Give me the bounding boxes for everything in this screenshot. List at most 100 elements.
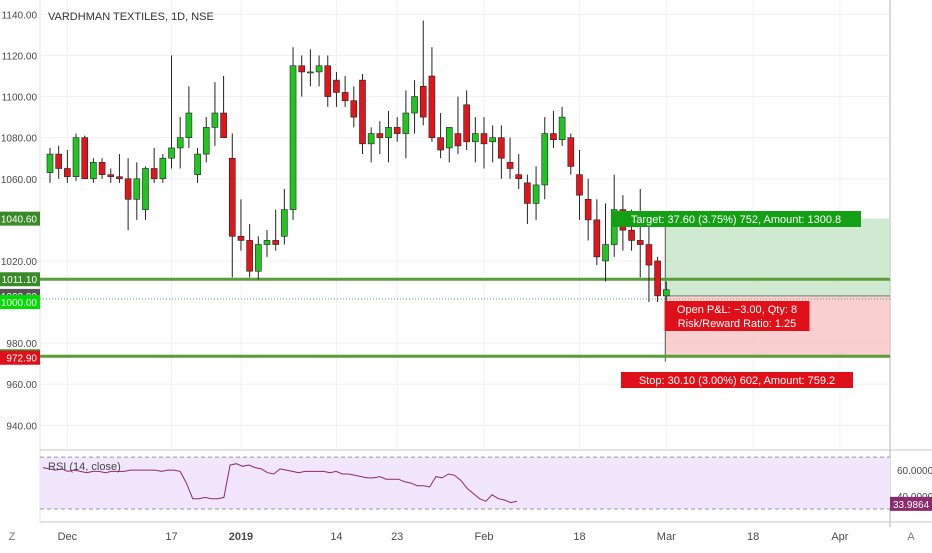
candle-body: [107, 174, 115, 178]
time-tick-label: 23: [391, 531, 403, 543]
candles: [46, 20, 670, 303]
stop-label: Stop: 30.10 (3.00%) 602, Amount: 759.2: [639, 375, 835, 387]
rsi-value-tag: 33.9864: [893, 500, 930, 511]
time-tick-label: Mar: [657, 531, 676, 543]
time-tick-label: Apr: [831, 531, 848, 543]
candle-body: [480, 133, 488, 145]
price-tick-label: 980.00: [6, 339, 37, 350]
candle-body: [124, 178, 132, 200]
candle-body: [220, 112, 227, 138]
pnl-label-bg: [664, 301, 810, 317]
stop-price-tag-bg: [0, 350, 40, 365]
candle-body: [584, 199, 592, 221]
candle-body: [489, 137, 496, 143]
candle-body: [411, 96, 418, 114]
position-tool[interactable]: [664, 218, 890, 362]
candle-body: [246, 240, 253, 272]
candle-body: [385, 127, 392, 138]
candle-body: [159, 157, 167, 180]
price-lines: [40, 277, 890, 358]
candle-body: [237, 236, 245, 241]
rsi-title: RSI (14, close): [48, 461, 121, 473]
timezone-icon[interactable]: Z: [9, 531, 16, 543]
target-price-tag: 1040.60: [1, 215, 38, 226]
profit-zone[interactable]: [665, 218, 890, 296]
price-tick-label: 1020.00: [1, 257, 38, 268]
candle-body: [324, 65, 332, 97]
candle-body: [333, 79, 340, 93]
candle-body: [176, 137, 184, 149]
level-price-tag-bg: [0, 272, 40, 287]
candle-body: [116, 176, 123, 180]
candle-body: [472, 133, 479, 143]
candle-body: [576, 174, 583, 196]
rsi-line: [42, 463, 518, 504]
candle-body: [185, 112, 193, 138]
risk-reward-label: Risk/Reward Ratio: 1.25: [678, 318, 797, 330]
candle-body: [506, 162, 514, 169]
candle-body: [550, 133, 557, 141]
price-tick-label: 1120.00: [2, 51, 38, 62]
candle-body: [419, 86, 427, 118]
price-tick-label: 1080.00: [1, 134, 38, 145]
target-label: Target: 37.60 (3.75%) 752, Amount: 1300.…: [631, 214, 841, 226]
price-tick-label: 940.00: [6, 421, 37, 432]
candle-body: [272, 240, 279, 245]
candle-body: [636, 240, 644, 245]
price-tick-label: 1100.00: [2, 93, 38, 104]
current-price-tag: 1000.00: [1, 298, 38, 309]
chart-title: VARDHMAN TEXTILES, 1D, NSE: [48, 11, 214, 23]
time-tick-label: 17: [165, 531, 177, 543]
candle-body: [367, 133, 375, 145]
rsi-value-tag-bg: [890, 496, 932, 511]
labels: Target: 37.60 (3.75%) 752, Amount: 1300.…: [48, 11, 861, 388]
candle-body: [150, 168, 158, 180]
current-price-tag-bg: [0, 295, 40, 310]
auto-scale-icon[interactable]: A: [907, 531, 915, 543]
candle-body: [437, 137, 444, 151]
time-tick-label: 18: [747, 531, 759, 543]
candle-body: [350, 100, 358, 118]
candle-body: [610, 209, 618, 245]
candle-body: [281, 209, 288, 237]
candle-body: [645, 244, 653, 266]
candle-body: [133, 178, 141, 200]
candle-body: [228, 157, 236, 237]
candle-body: [602, 244, 609, 262]
time-tick-label: 2019: [229, 531, 253, 543]
candle-body: [524, 182, 531, 204]
candle-body: [55, 153, 62, 169]
price-tick-label: 1140.00: [2, 10, 38, 21]
candle-body: [541, 133, 549, 186]
time-tick-label: 18: [573, 531, 585, 543]
candle-body: [46, 153, 54, 173]
target-label-bg: [611, 211, 861, 227]
candle-body: [463, 104, 470, 143]
candle-body: [428, 75, 436, 138]
candle-body: [445, 127, 453, 149]
candle-body: [654, 260, 661, 297]
rsi-band: [40, 457, 890, 510]
candle-body: [662, 289, 670, 297]
candle-body: [558, 116, 566, 141]
candle-body: [307, 71, 314, 74]
candle-body: [498, 137, 505, 159]
candle-body: [202, 127, 210, 155]
stop-price-tag: 972.90: [6, 354, 37, 365]
candle-body: [315, 65, 323, 73]
stop-label-bg: [621, 372, 853, 388]
candle-body: [341, 92, 349, 101]
candle-body: [64, 168, 71, 178]
candle-body: [567, 137, 575, 167]
candle-body: [81, 137, 89, 180]
time-axis[interactable]: Dec 17 2019 14 23 Feb 18 Mar 18 Apr Z A: [9, 531, 916, 543]
target-price-tag-bg: [0, 211, 40, 226]
price-axis[interactable]: 1140.00 1120.00 1100.00 1080.00 1060.00 1020.…: [0, 10, 40, 432]
candle-body: [72, 137, 80, 178]
candle-body: [593, 219, 601, 258]
risk-reward-label-bg: [664, 315, 810, 331]
candle-body: [359, 79, 366, 145]
